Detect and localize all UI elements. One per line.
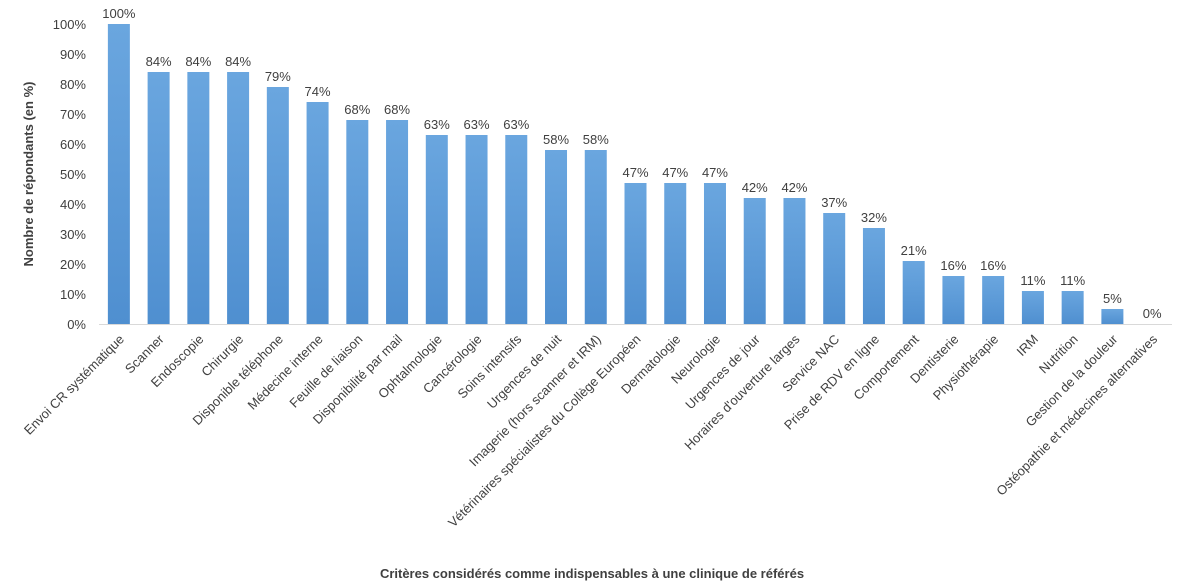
- data-label: 63%: [464, 117, 490, 132]
- bar: [386, 120, 408, 324]
- data-label: 37%: [821, 195, 847, 210]
- y-tick-label: 60%: [60, 137, 86, 152]
- y-tick-label: 20%: [60, 257, 86, 272]
- bar: [903, 261, 925, 324]
- data-label: 11%: [1020, 273, 1045, 288]
- bar: [108, 24, 130, 324]
- data-label: 42%: [781, 180, 807, 195]
- data-label: 100%: [102, 6, 136, 21]
- data-label: 58%: [583, 132, 609, 147]
- bar: [783, 198, 805, 324]
- category-label: Ostéopathie et médecines alternatives: [993, 331, 1160, 498]
- data-label: 5%: [1103, 291, 1122, 306]
- category-labels: Envoi CR systématiqueScannerEndoscopieCh…: [21, 331, 1161, 530]
- bar: [346, 120, 368, 324]
- data-label: 47%: [662, 165, 688, 180]
- bar: [505, 135, 527, 324]
- y-tick-label: 80%: [60, 77, 86, 92]
- bars: [108, 24, 1124, 324]
- data-label: 63%: [503, 117, 529, 132]
- y-tick-label: 90%: [60, 47, 86, 62]
- y-tick-label: 70%: [60, 107, 86, 122]
- data-label: 47%: [702, 165, 728, 180]
- data-label: 63%: [424, 117, 450, 132]
- data-label: 58%: [543, 132, 569, 147]
- bar: [625, 183, 647, 324]
- bar: [267, 87, 289, 324]
- data-label: 0%: [1143, 306, 1162, 321]
- bar: [1062, 291, 1084, 324]
- category-label: Envoi CR systématique: [21, 332, 127, 438]
- data-label: 74%: [305, 84, 331, 99]
- category-label: Feuille de liaison: [286, 332, 365, 411]
- data-label: 42%: [742, 180, 768, 195]
- y-tick-label: 100%: [53, 17, 87, 32]
- data-label: 16%: [940, 258, 966, 273]
- bar: [982, 276, 1004, 324]
- data-label: 11%: [1060, 273, 1085, 288]
- data-label: 68%: [344, 102, 370, 117]
- bar: [307, 102, 329, 324]
- bar: [148, 72, 170, 324]
- y-tick-label: 50%: [60, 167, 86, 182]
- y-tick-label: 40%: [60, 197, 86, 212]
- bar: [585, 150, 607, 324]
- data-label: 84%: [185, 54, 211, 69]
- bar: [466, 135, 488, 324]
- x-axis-title: Critères considérés comme indispensables…: [380, 566, 804, 581]
- data-label: 16%: [980, 258, 1006, 273]
- data-label: 47%: [622, 165, 648, 180]
- y-axis-title: Nombre de répondants (en %): [21, 82, 36, 267]
- bar: [545, 150, 567, 324]
- data-label: 84%: [146, 54, 172, 69]
- bar: [823, 213, 845, 324]
- data-label: 32%: [861, 210, 887, 225]
- data-label: 68%: [384, 102, 410, 117]
- bar: [744, 198, 766, 324]
- category-label: IRM: [1014, 332, 1041, 359]
- y-tick-label: 10%: [60, 287, 86, 302]
- data-label: 79%: [265, 69, 291, 84]
- data-label: 84%: [225, 54, 251, 69]
- bar: [1022, 291, 1044, 324]
- bar: [704, 183, 726, 324]
- bar: [1101, 309, 1123, 324]
- bar: [227, 72, 249, 324]
- y-tick-label: 30%: [60, 227, 86, 242]
- bar: [426, 135, 448, 324]
- y-axis-ticks: 0% 10% 20% 30% 40% 50% 60% 70% 80% 90% 100%: [53, 17, 87, 332]
- bar: [942, 276, 964, 324]
- bar: [863, 228, 885, 324]
- bar: [664, 183, 686, 324]
- data-label: 21%: [901, 243, 927, 258]
- bar: [187, 72, 209, 324]
- y-tick-label: 0%: [67, 317, 86, 332]
